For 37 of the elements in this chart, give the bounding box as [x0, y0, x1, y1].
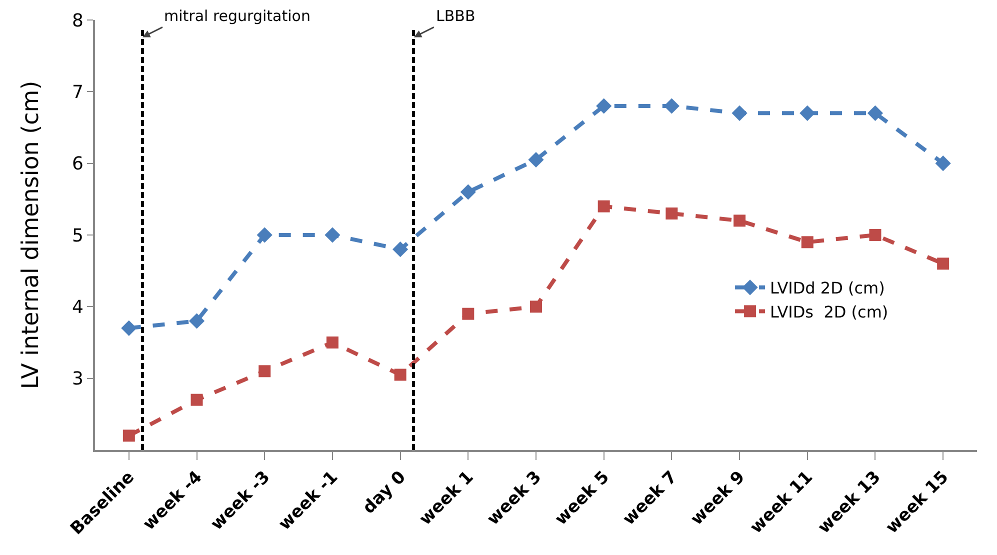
point — [122, 430, 135, 442]
point — [326, 336, 338, 348]
point — [460, 184, 476, 200]
point — [121, 320, 137, 336]
y-tick-label: 4 — [72, 296, 84, 318]
point — [935, 156, 951, 172]
x-tick-label: day 0 — [358, 467, 410, 518]
point — [666, 208, 678, 220]
point — [867, 105, 884, 121]
point — [188, 313, 205, 329]
y-tick-label: 5 — [72, 225, 84, 246]
point — [258, 365, 271, 378]
point — [256, 227, 272, 243]
point — [598, 200, 610, 212]
point — [462, 308, 474, 320]
annotation: LBBB — [436, 7, 476, 25]
point — [324, 227, 340, 243]
y-tick-label: 3 — [72, 368, 84, 390]
y-tick-label: 7 — [72, 82, 84, 103]
point — [732, 105, 748, 121]
point — [530, 300, 542, 313]
legend-label: LVIDd 2D (cm) — [770, 278, 885, 298]
point — [734, 214, 746, 227]
legend-label: LVIDs 2D (cm) — [770, 302, 888, 322]
point — [394, 368, 406, 381]
point — [596, 98, 612, 114]
y-axis-title: LV internal dimension (cm) — [18, 80, 44, 390]
point — [937, 258, 950, 270]
point — [528, 152, 544, 168]
point — [801, 236, 814, 248]
point — [190, 394, 203, 406]
y-tick-label: 8 — [72, 10, 84, 32]
point — [800, 105, 816, 121]
y-tick-label: 6 — [72, 154, 84, 175]
point — [869, 229, 882, 241]
annotation: mitral regurgitation — [164, 7, 310, 25]
point — [392, 242, 408, 258]
